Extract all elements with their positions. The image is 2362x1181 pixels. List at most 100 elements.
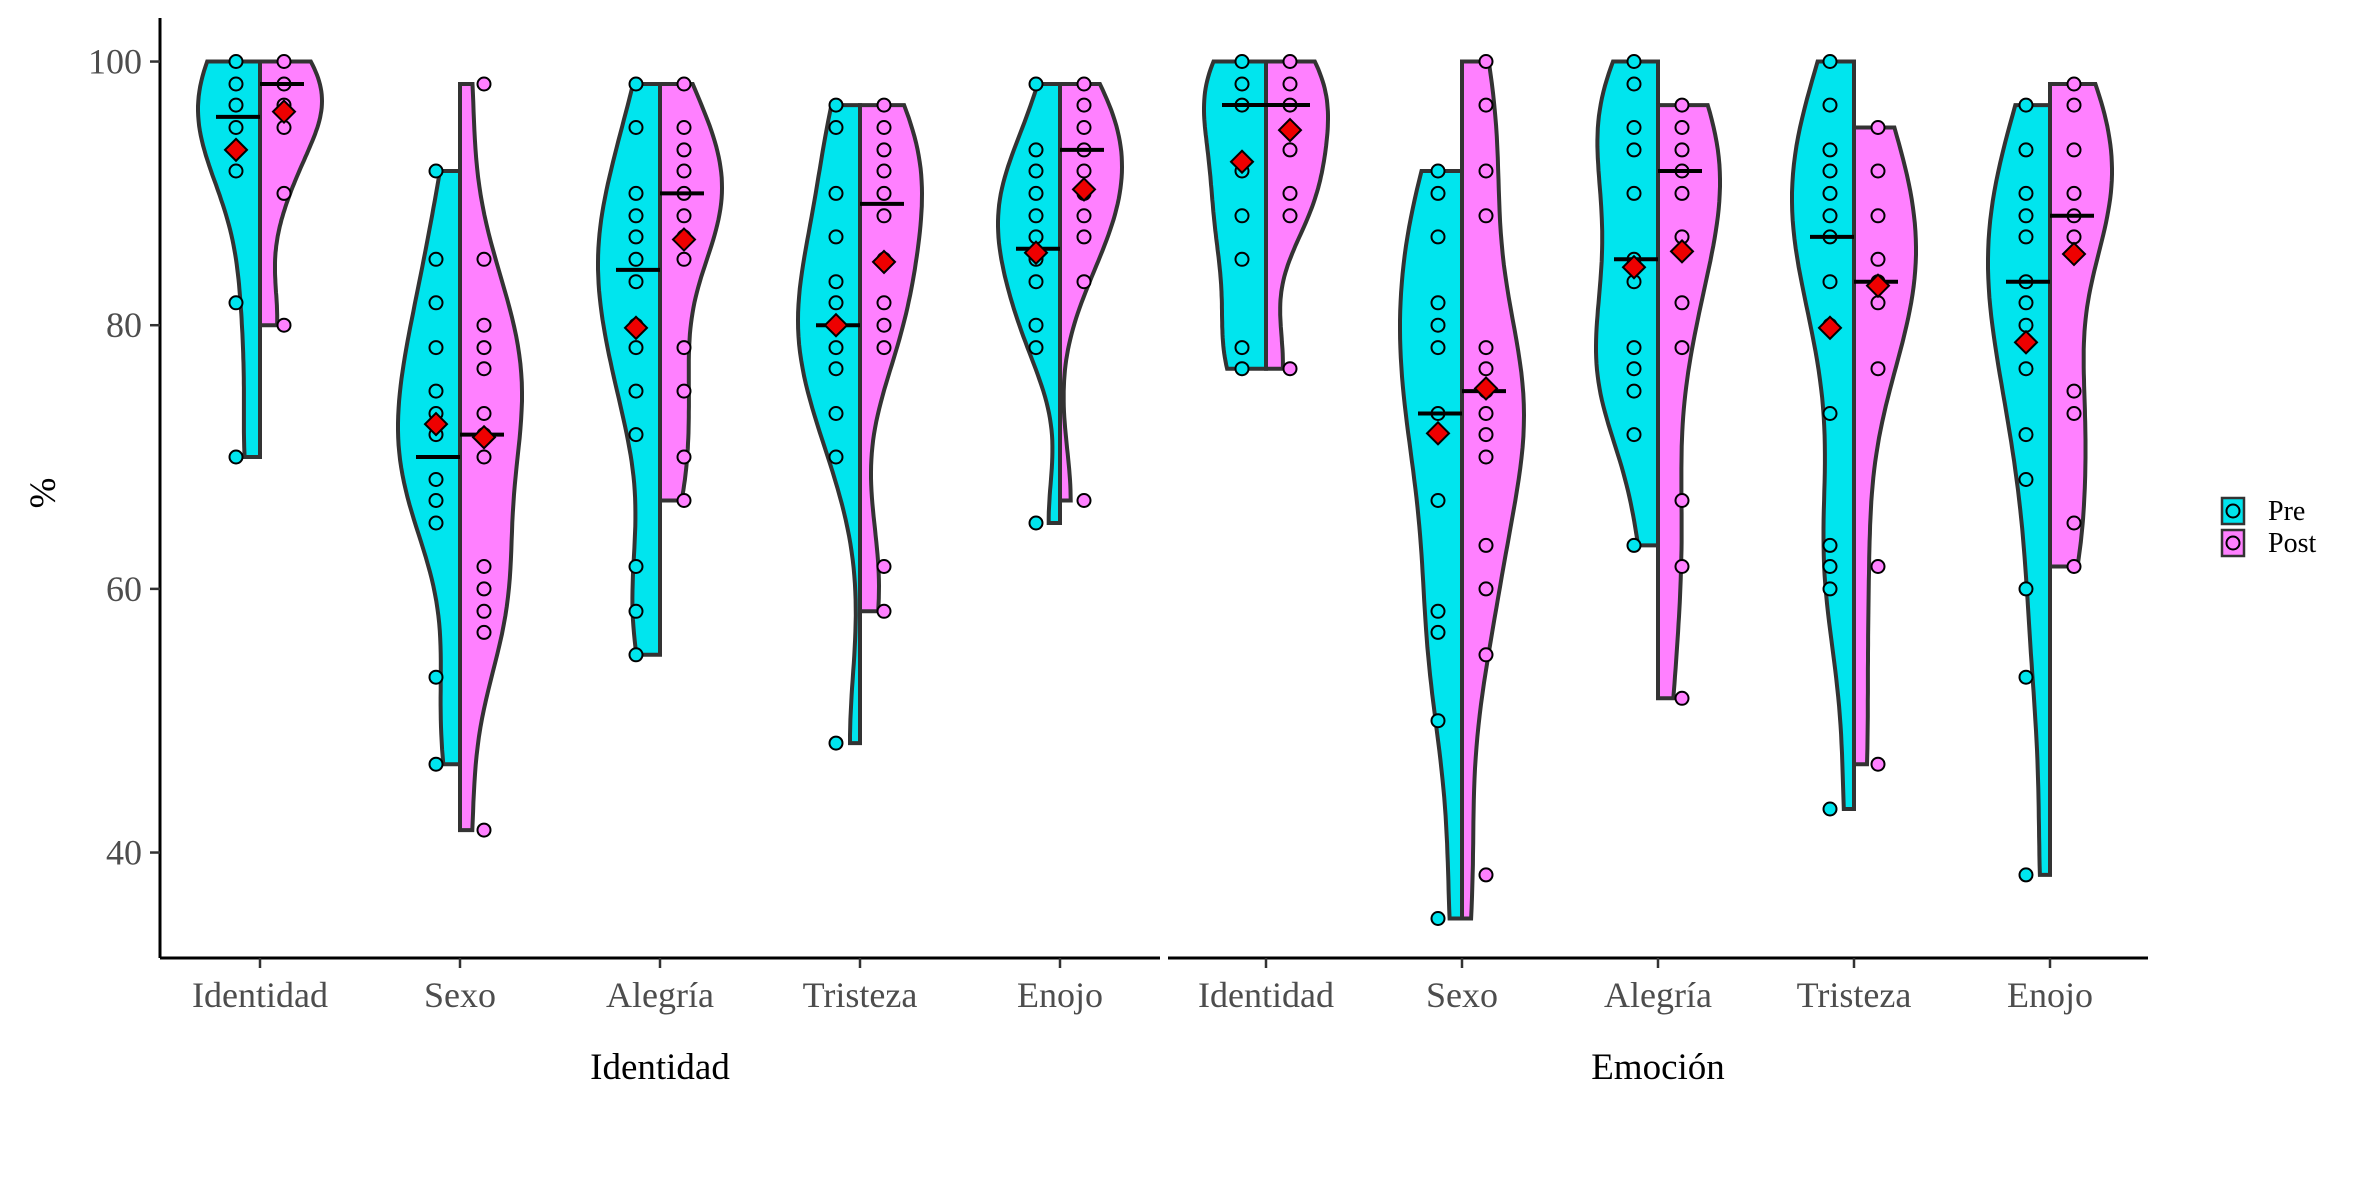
point-pre xyxy=(1626,383,1642,399)
point-post xyxy=(476,340,492,356)
point-post xyxy=(1076,76,1092,92)
point-pre xyxy=(828,449,844,465)
point-post xyxy=(276,54,292,69)
point-pre xyxy=(628,251,644,267)
point-pre xyxy=(428,251,444,267)
point-pre xyxy=(1430,163,1446,179)
point-post xyxy=(476,317,492,333)
point-post xyxy=(2066,559,2082,574)
point-pre xyxy=(1822,581,1838,597)
point-pre xyxy=(628,229,644,245)
point-pre xyxy=(2018,142,2034,158)
point-pre xyxy=(1234,54,1250,69)
point-post xyxy=(1478,537,1494,553)
point-pre xyxy=(628,274,644,290)
point-pre xyxy=(2018,867,2034,883)
point-pre xyxy=(1822,97,1838,113)
point-post xyxy=(1478,97,1494,113)
point-pre xyxy=(1028,340,1044,356)
point-pre xyxy=(628,427,644,443)
mean-pre xyxy=(1817,315,1843,341)
point-pre xyxy=(1626,54,1642,69)
point-post xyxy=(876,603,892,619)
point-post xyxy=(676,493,692,508)
panel-1: Identidad Sexo Alegría Tristeza Enojo Identid… xyxy=(160,54,1160,1088)
violin-group: Tristeza xyxy=(1790,54,1918,1015)
mean-pre xyxy=(223,137,249,163)
point-post xyxy=(1076,163,1092,179)
point-pre xyxy=(428,340,444,356)
violin-pre xyxy=(1398,169,1464,921)
point-pre xyxy=(1028,515,1044,531)
point-pre xyxy=(228,295,244,311)
point-post xyxy=(1076,493,1092,508)
point-pre xyxy=(2018,185,2034,201)
mean-post xyxy=(2061,241,2087,267)
point-post xyxy=(276,185,292,201)
x-tick-label: Enojo xyxy=(2007,975,2093,1015)
point-post xyxy=(1870,361,1886,377)
violin-group: Identidad xyxy=(1198,54,1334,1015)
mean-pre xyxy=(823,312,849,338)
point-post xyxy=(1870,163,1886,179)
violin-group: Enojo xyxy=(996,76,1125,1015)
point-post xyxy=(1076,97,1092,113)
point-post xyxy=(1870,120,1886,135)
mean-post xyxy=(1865,273,1891,299)
point-post xyxy=(1674,295,1690,311)
point-post xyxy=(1870,756,1886,772)
point-post xyxy=(1478,867,1494,883)
violin-post xyxy=(1852,125,1918,767)
point-post xyxy=(2066,97,2082,113)
violin-group: Enojo xyxy=(1986,76,2114,1015)
y-tick-label: 40 xyxy=(106,833,142,873)
point-post xyxy=(876,208,892,224)
point-pre xyxy=(228,76,244,92)
point-post xyxy=(1674,690,1690,706)
violin-group: Sexo xyxy=(396,76,524,1015)
mean-pre xyxy=(1621,254,1647,280)
point-post xyxy=(2066,383,2082,399)
legend-key-point xyxy=(2225,503,2241,519)
point-pre xyxy=(1028,185,1044,201)
violin-post xyxy=(2048,82,2114,569)
point-pre xyxy=(2018,581,2034,597)
point-post xyxy=(1478,427,1494,443)
point-pre xyxy=(1028,274,1044,290)
legend-key-point xyxy=(2225,535,2241,551)
point-pre xyxy=(1234,251,1250,267)
point-pre xyxy=(1822,801,1838,817)
point-post xyxy=(476,361,492,377)
mean-pre xyxy=(1023,240,1049,266)
x-tick-label: Sexo xyxy=(424,975,496,1015)
point-post xyxy=(2066,515,2082,531)
point-pre xyxy=(1028,142,1044,158)
x-tick-label: Identidad xyxy=(1198,975,1334,1015)
point-post xyxy=(1282,54,1298,69)
x-tick-label: Tristeza xyxy=(803,975,918,1015)
point-post xyxy=(676,163,692,179)
point-pre xyxy=(428,669,444,685)
point-post xyxy=(476,624,492,640)
point-pre xyxy=(1028,317,1044,333)
point-post xyxy=(876,317,892,333)
point-post xyxy=(1674,340,1690,356)
mean-pre xyxy=(423,411,449,437)
point-pre xyxy=(1430,317,1446,333)
point-post xyxy=(676,208,692,224)
point-pre xyxy=(828,185,844,201)
legend-item-pre: Pre xyxy=(2220,496,2305,527)
x-tick-label: Alegría xyxy=(1604,975,1712,1015)
point-post xyxy=(1478,208,1494,224)
point-post xyxy=(2066,229,2082,245)
violin-group: Tristeza xyxy=(795,97,925,1015)
point-post xyxy=(1076,274,1092,290)
point-post xyxy=(1674,120,1690,135)
point-pre xyxy=(2018,427,2034,443)
point-pre xyxy=(628,559,644,574)
point-post xyxy=(1674,97,1690,113)
point-post xyxy=(876,559,892,574)
point-pre xyxy=(1028,163,1044,179)
mean-pre xyxy=(1425,420,1451,446)
point-pre xyxy=(1430,340,1446,356)
